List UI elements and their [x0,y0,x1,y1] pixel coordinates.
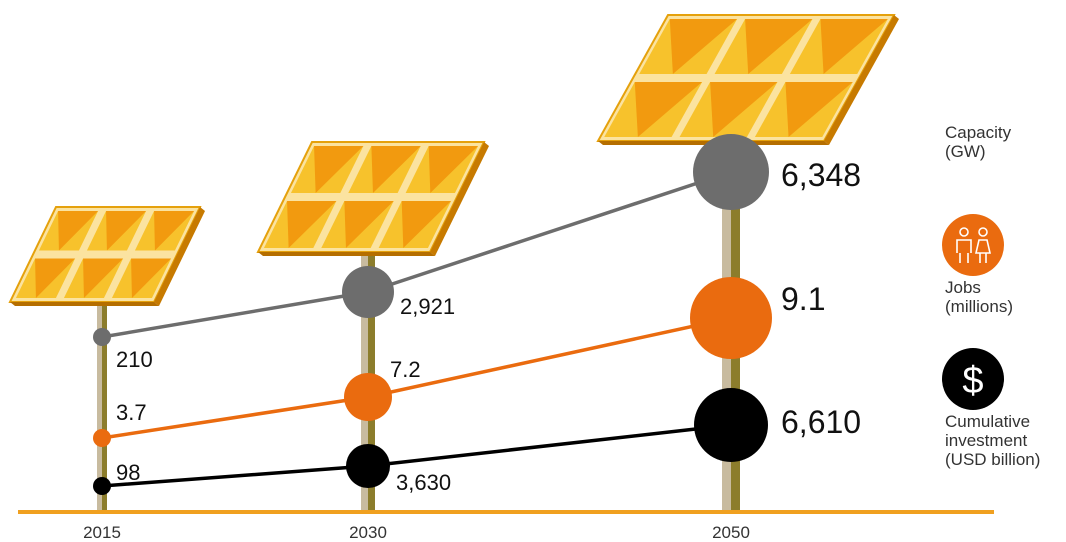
data-label-1-2050: 9.1 [781,281,825,317]
point-2-2050 [694,388,768,462]
series-points [93,134,772,495]
pole-2030 [361,183,375,510]
solar-panel-2050 [596,14,899,145]
point-0-2015 [93,328,111,346]
solar-panel-2030 [256,141,489,256]
x-tick-2050: 2050 [712,523,750,542]
data-label-1-2030: 7.2 [390,357,421,382]
legend: Capacity (GW) Jobs (millions) $ Cumulative… [942,123,1040,469]
point-0-2050 [693,134,769,210]
ground-line [18,510,994,514]
dollar-icon: $ [942,348,1004,410]
legend-label-capacity: Capacity (GW) [945,123,1012,161]
data-label-1-2015: 3.7 [116,400,147,425]
value-labels: 210 2,921 6,348 3.7 7.2 9.1 98 3,630 6,610 [116,157,861,495]
svg-text:$: $ [962,360,983,402]
solar-panel-2015 [8,206,205,306]
data-label-0-2015: 210 [116,347,153,372]
data-label-0-2050: 6,348 [781,157,861,193]
solar-panels [8,14,899,306]
x-tick-2015: 2015 [83,523,121,542]
x-tick-2030: 2030 [349,523,387,542]
point-2-2015 [93,477,111,495]
legend-label-jobs: Jobs (millions) [945,278,1013,316]
point-1-2030 [344,373,392,421]
point-1-2015 [93,429,111,447]
point-1-2050 [690,277,772,359]
point-2-2030 [346,444,390,488]
people-icon [942,214,1004,276]
data-label-2-2030: 3,630 [396,470,451,495]
x-axis-labels: 2015 2030 2050 [83,523,750,542]
data-label-2-2050: 6,610 [781,404,861,440]
data-label-2-2015: 98 [116,460,140,485]
pole-2015 [97,248,107,510]
legend-label-investment: Cumulative investment (USD billion) [945,412,1040,469]
point-0-2030 [342,266,394,318]
data-label-0-2030: 2,921 [400,294,455,319]
